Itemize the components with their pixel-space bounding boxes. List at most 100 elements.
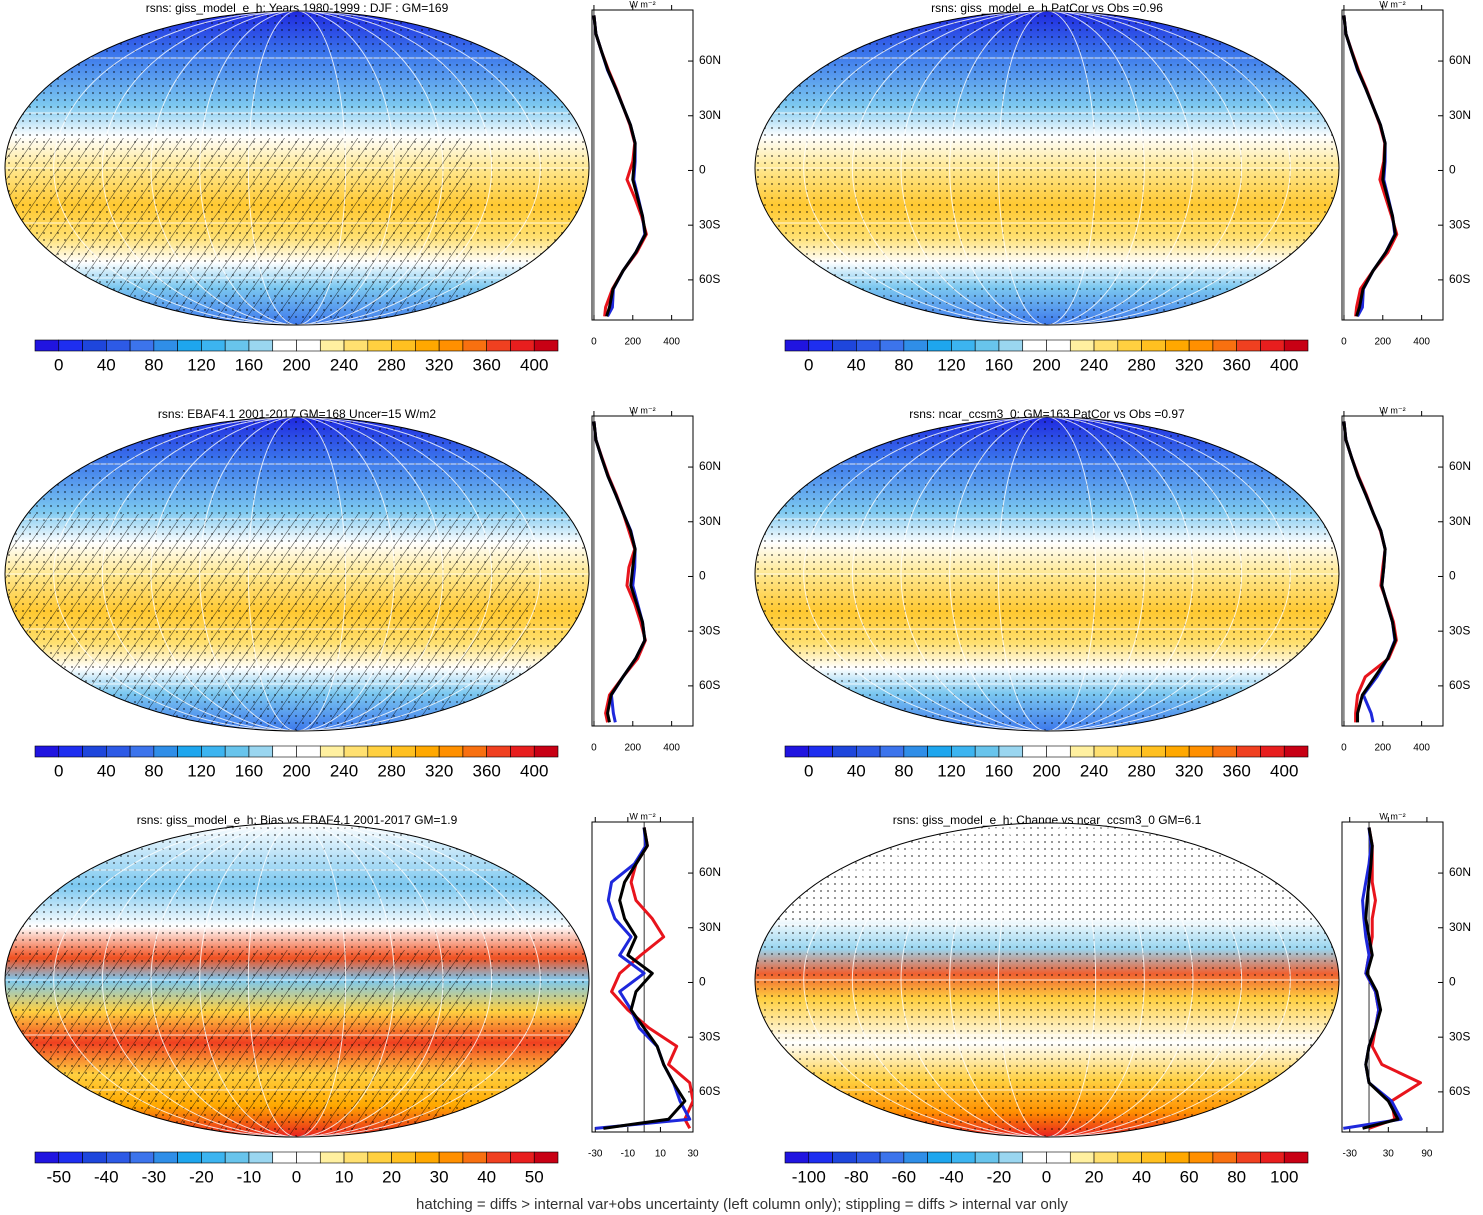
- colorbar-box: [808, 745, 833, 758]
- colorbar-box: [1069, 745, 1095, 758]
- y-tick-label: 60N: [1449, 53, 1471, 67]
- colorbar-box: [248, 339, 274, 352]
- map: [755, 11, 1339, 325]
- colorbar-box: [1069, 339, 1095, 352]
- colorbar-tick-label: 60: [1180, 1167, 1199, 1186]
- colorbar-box: [533, 339, 559, 352]
- colorbar-box: [462, 339, 487, 352]
- profile-frame: [1341, 821, 1444, 1133]
- colorbar-box: [1188, 745, 1214, 758]
- y-tick-label: 30S: [1449, 1029, 1470, 1043]
- colorbar-tick-label: 80: [1227, 1167, 1246, 1186]
- colorbar-box: [1260, 1151, 1285, 1164]
- colorbar-box: [1260, 339, 1285, 352]
- colorbar-box: [879, 1151, 905, 1164]
- colorbar-box: [129, 1151, 155, 1164]
- colorbar-box: [438, 1151, 464, 1164]
- colorbar-tick-label: 320: [425, 761, 453, 780]
- colorbar-box: [784, 339, 810, 352]
- hatching: [5, 138, 473, 325]
- colorbar-box: [1069, 1151, 1095, 1164]
- colorbar-box: [832, 745, 857, 758]
- colorbar-box: [533, 1151, 559, 1164]
- colorbar-box: [1093, 339, 1119, 352]
- colorbar-box: [1141, 745, 1166, 758]
- colorbar-box: [343, 339, 369, 352]
- colorbar-box: [808, 1151, 833, 1164]
- map-border: [754, 10, 1340, 326]
- colorbar-box: [1046, 1151, 1071, 1164]
- x-tick-label: -10: [621, 1149, 636, 1160]
- profile-line: [592, 421, 647, 723]
- x-tick-label: 400: [663, 743, 680, 754]
- map: [755, 417, 1339, 731]
- colorbar-box: [415, 339, 440, 352]
- panel-title: rsns: giss_model_e_h: Years 1980-1999 : …: [146, 1, 449, 15]
- profile-line: [592, 15, 648, 317]
- colorbar-tick-label: 360: [1222, 761, 1250, 780]
- x-tick-label: 30: [687, 1149, 699, 1160]
- colorbar-box: [462, 745, 487, 758]
- profile-line: [1362, 827, 1400, 1130]
- colorbar-box: [486, 339, 511, 352]
- colorbar-tick-label: -80: [844, 1167, 869, 1186]
- colorbar-box: [415, 1151, 440, 1164]
- colorbar-box: [1212, 745, 1237, 758]
- y-tick-label: 30N: [699, 108, 721, 122]
- colorbar-box: [974, 745, 1000, 758]
- colorbar-tick-label: 160: [985, 355, 1013, 374]
- y-tick-label: 0: [1449, 975, 1456, 989]
- colorbar-box: [832, 339, 857, 352]
- colorbar-box: [998, 1151, 1024, 1164]
- colorbar-tick-label: 240: [1080, 761, 1108, 780]
- colorbar-tick-label: 160: [235, 355, 263, 374]
- colorbar-box: [177, 745, 202, 758]
- colorbar-tick-label: 0: [804, 355, 813, 374]
- colorbar-box: [784, 745, 810, 758]
- colorbar-tick-label: 320: [1175, 355, 1203, 374]
- colorbar-box: [951, 745, 976, 758]
- profile-line: [603, 827, 687, 1130]
- colorbar-tick-label: 0: [292, 1167, 301, 1186]
- colorbar-tick-label: 280: [377, 355, 405, 374]
- x-tick-label: 0: [591, 337, 597, 348]
- colorbar-box: [903, 745, 928, 758]
- colorbar-box: [879, 339, 905, 352]
- colorbar-tick-label: 80: [894, 355, 913, 374]
- profile-unit: W m⁻²: [629, 811, 655, 821]
- colorbar-box: [82, 339, 107, 352]
- colorbar-tick-label: 240: [1080, 355, 1108, 374]
- colorbar-box: [784, 1151, 810, 1164]
- colorbar-box: [927, 339, 952, 352]
- colorbar-box: [106, 745, 131, 758]
- colorbar-tick-label: -10: [237, 1167, 262, 1186]
- colorbar-tick-label: 40: [477, 1167, 496, 1186]
- y-tick-label: 30N: [1449, 108, 1471, 122]
- colorbar-tick-label: 40: [847, 355, 866, 374]
- colorbar-box: [34, 745, 60, 758]
- colorbar-box: [951, 1151, 976, 1164]
- colorbar-tick-label: 400: [520, 355, 548, 374]
- x-tick-label: 200: [1374, 337, 1391, 348]
- colorbar-tick-label: 120: [187, 355, 215, 374]
- colorbar-tick-label: 280: [377, 761, 405, 780]
- colorbar-tick-label: -100: [792, 1167, 826, 1186]
- colorbar-box: [1236, 745, 1261, 758]
- colorbar-tick-label: -20: [987, 1167, 1012, 1186]
- panel-title: rsns: giss_model_e_h PatCor vs Obs =0.96: [931, 1, 1163, 15]
- y-tick-label: 60N: [699, 459, 721, 473]
- colorbar-box: [1141, 1151, 1166, 1164]
- colorbar-box: [856, 339, 881, 352]
- y-tick-label: 60S: [1449, 678, 1470, 692]
- colorbar-tick-label: -30: [142, 1167, 167, 1186]
- colorbar-tick-label: 240: [330, 761, 358, 780]
- colorbar-box: [272, 339, 297, 352]
- x-tick-label: 400: [1413, 337, 1430, 348]
- x-tick-label: 30: [1383, 1149, 1395, 1160]
- map: [5, 417, 589, 731]
- colorbar-box: [106, 1151, 131, 1164]
- colorbar-box: [58, 339, 83, 352]
- colorbar-tick-label: 360: [472, 761, 500, 780]
- colorbar-tick-label: 400: [520, 761, 548, 780]
